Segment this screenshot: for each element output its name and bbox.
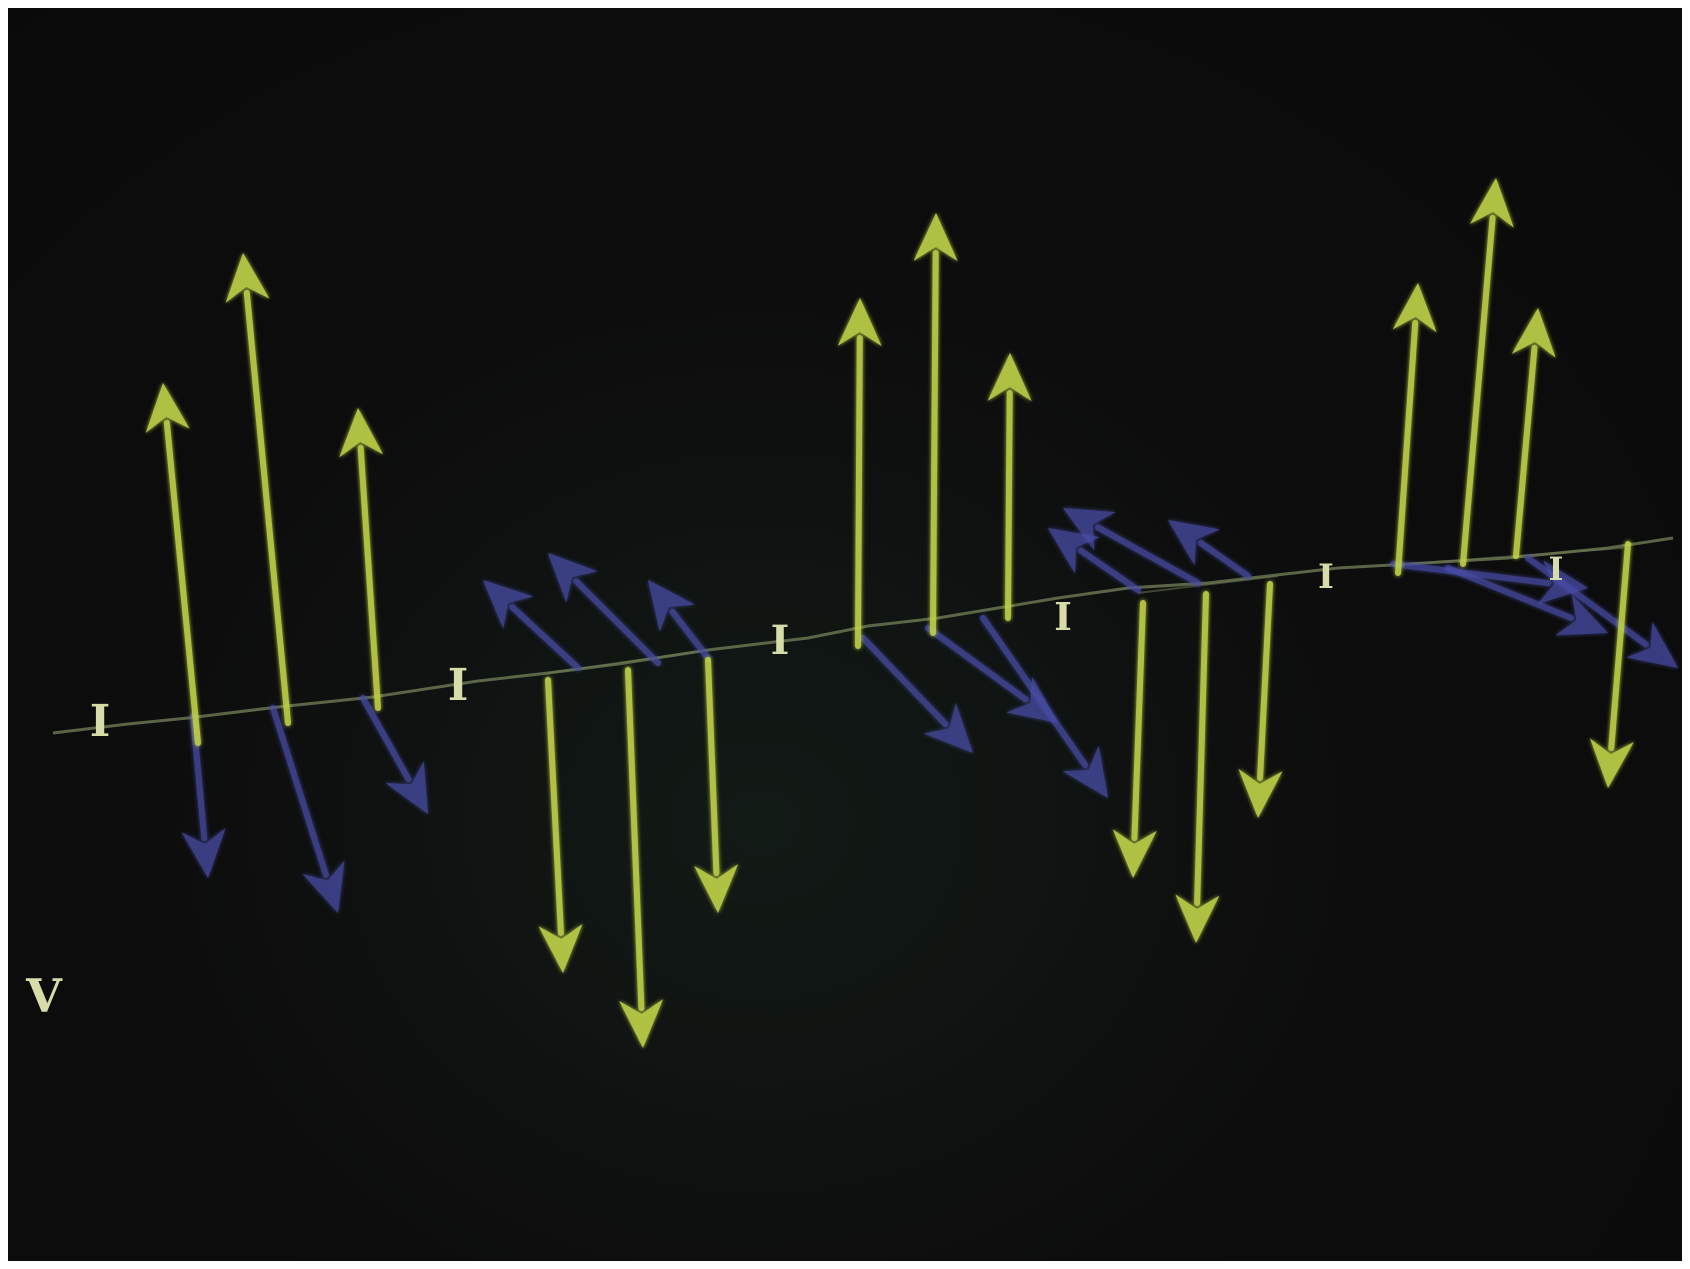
electric-field-arrow: [694, 657, 739, 913]
electric-field-arrow: [538, 677, 583, 973]
current-label: I: [1054, 594, 1072, 639]
electric-field-arrows: [145, 178, 1634, 1048]
magnetic-field-arrow: [181, 713, 226, 878]
electric-field-arrow: [1238, 581, 1283, 818]
magnetic-field-arrow: [548, 553, 661, 666]
current-label: I: [90, 696, 111, 747]
magnetic-field-arrow: [925, 625, 1058, 723]
current-label: I: [1549, 550, 1564, 588]
voltage-label: V: [25, 969, 63, 1023]
electric-field-arrow: [1112, 600, 1157, 878]
magnetic-field-arrows: [181, 508, 1678, 913]
current-label: I: [448, 660, 469, 711]
frame-rail: [1137, 575, 1279, 594]
propagation-axis: [52, 536, 1674, 735]
symbol-labels: I I I I I I V: [25, 550, 1563, 1023]
magnetic-field-arrow: [1390, 560, 1588, 604]
electric-field-arrow: [987, 353, 1032, 621]
magnetic-field-arrow: [860, 635, 973, 753]
field-diagram-frame: I I I I I I V: [8, 8, 1682, 1261]
magnetic-field-arrow: [1525, 555, 1678, 668]
magnetic-field-arrow: [648, 580, 711, 661]
electric-field-arrow: [913, 213, 958, 636]
current-label: I: [1318, 557, 1334, 597]
magnetic-field-arrow: [270, 705, 345, 913]
magnetic-field-arrow: [980, 615, 1108, 798]
electric-field-arrow: [1511, 308, 1556, 559]
frame-rail: [547, 649, 709, 674]
electric-field-arrow: [145, 383, 201, 746]
magnetic-field-arrow: [1445, 565, 1608, 636]
magnetic-field-arrow: [360, 695, 428, 814]
electric-field-arrow: [339, 408, 384, 711]
current-label: I: [771, 617, 790, 664]
electric-field-arrow: [1175, 591, 1220, 943]
electric-field-arrow: [1589, 541, 1634, 788]
electric-field-arrow: [837, 298, 882, 649]
electric-field-arrow: [619, 667, 664, 1048]
electric-field-arrow: [1392, 283, 1437, 576]
field-diagram: I I I I I I V: [25, 178, 1678, 1048]
electric-field-arrow: [1460, 178, 1514, 567]
magnetic-field-arrow: [483, 580, 581, 671]
magnetic-field-arrow: [1063, 508, 1201, 586]
propagation-line: [52, 536, 1674, 735]
electric-field-arrow: [225, 253, 291, 726]
magnetic-field-arrow: [1048, 528, 1141, 593]
magnetic-field-arrow: [1168, 520, 1251, 579]
